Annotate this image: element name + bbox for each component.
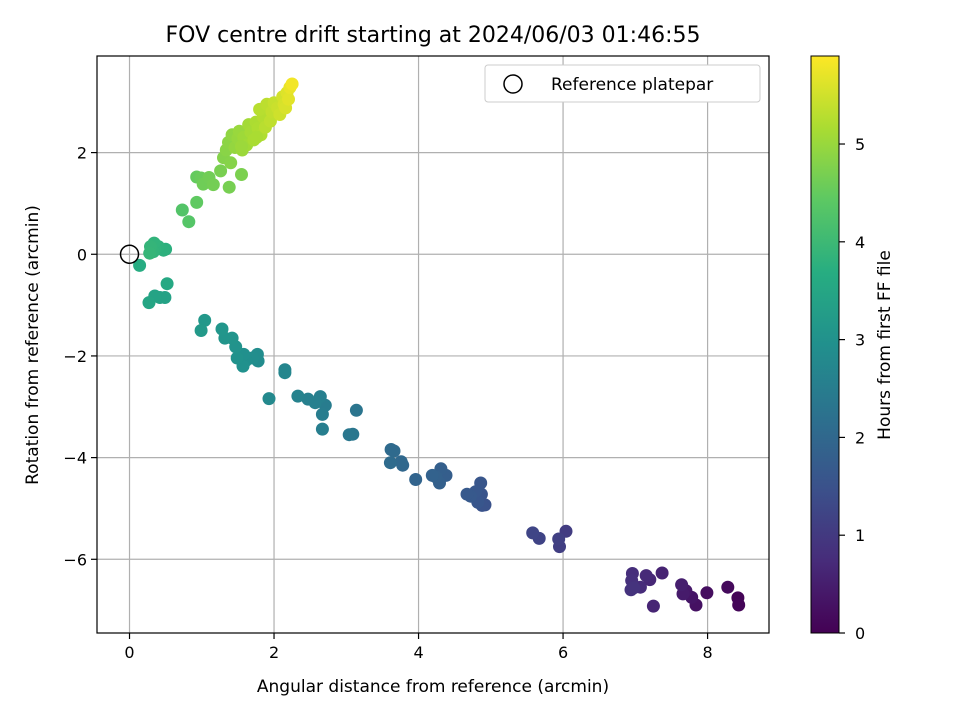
- x-axis-label: Angular distance from reference (arcmin): [257, 677, 609, 697]
- data-point: [315, 407, 329, 421]
- data-point: [646, 599, 660, 613]
- data-point: [409, 473, 423, 486]
- data-point: [627, 581, 641, 595]
- data-point: [383, 456, 397, 470]
- data-point: [194, 324, 208, 337]
- x-tick-label: 8: [702, 643, 712, 662]
- data-point: [206, 178, 220, 192]
- reference-platepar-marker: [119, 244, 140, 265]
- x-tick-label: 0: [124, 643, 134, 662]
- data-point: [222, 180, 236, 194]
- data-point: [721, 580, 735, 594]
- y-axis-label: Rotation from reference (arcmin): [23, 205, 43, 485]
- data-point: [552, 532, 566, 546]
- data-point: [425, 468, 439, 482]
- data-point: [639, 569, 653, 583]
- colorbar-gradient: [810, 55, 840, 634]
- data-point: [675, 578, 689, 592]
- colorbar: 0 1 2 3 4 5 Hours from first FF file: [810, 55, 895, 643]
- data-point: [133, 258, 147, 272]
- data-point: [262, 392, 276, 406]
- data-point: [175, 203, 189, 217]
- colorbar-tick-label: 4: [855, 233, 865, 252]
- data-point: [143, 246, 157, 260]
- y-tick-label: −6: [63, 550, 87, 569]
- grid: [97, 56, 769, 633]
- y-tick-label: −2: [63, 347, 87, 366]
- y-axis-ticks: −6 −4 −2 0 2: [63, 144, 97, 569]
- chart-title: FOV centre drift starting at 2024/06/03 …: [166, 23, 701, 48]
- data-point: [190, 195, 204, 209]
- colorbar-label: Hours from first FF file: [875, 250, 895, 440]
- data-point: [198, 313, 212, 327]
- legend-marker-icon: [503, 74, 523, 94]
- data-point: [224, 156, 238, 170]
- y-tick-label: 2: [77, 144, 87, 163]
- x-tick-label: 4: [413, 643, 423, 662]
- data-point: [282, 92, 295, 106]
- scatter-points: [133, 77, 746, 613]
- legend: Reference platepar: [484, 64, 761, 103]
- data-point: [235, 168, 248, 181]
- data-point: [160, 277, 174, 291]
- colorbar-ticks: 0 1 2 3 4 5: [839, 135, 865, 643]
- colorbar-tick-label: 5: [855, 135, 865, 154]
- x-tick-label: 2: [269, 643, 279, 662]
- data-point: [460, 487, 474, 501]
- colorbar-tick-label: 2: [855, 428, 865, 447]
- plot-frame: [96, 55, 770, 634]
- colorbar-tick-label: 1: [855, 526, 865, 545]
- data-point: [349, 403, 363, 417]
- legend-box: [484, 64, 761, 103]
- data-point: [700, 586, 714, 600]
- data-point: [342, 428, 356, 442]
- data-point: [285, 77, 299, 91]
- data-point: [301, 392, 315, 406]
- y-tick-label: 0: [77, 245, 87, 264]
- data-point: [732, 598, 746, 612]
- x-tick-label: 6: [558, 643, 568, 662]
- x-axis-ticks: 0 2 4 6 8: [124, 633, 713, 662]
- data-point: [235, 140, 248, 153]
- data-point: [250, 130, 264, 144]
- colorbar-tick-label: 3: [855, 331, 865, 350]
- colorbar-tick-label: 0: [855, 624, 865, 643]
- data-point: [291, 389, 305, 403]
- data-point: [655, 566, 669, 580]
- data-point: [315, 422, 329, 436]
- data-point: [526, 526, 540, 540]
- data-point: [384, 443, 398, 456]
- y-tick-label: −4: [63, 449, 87, 468]
- data-point: [142, 296, 156, 310]
- data-point: [182, 215, 196, 229]
- data-point: [394, 455, 408, 469]
- data-point: [278, 366, 292, 380]
- data-point: [230, 351, 244, 365]
- data-point: [214, 164, 228, 178]
- legend-entry-label: Reference platepar: [551, 75, 713, 95]
- data-point: [215, 322, 229, 336]
